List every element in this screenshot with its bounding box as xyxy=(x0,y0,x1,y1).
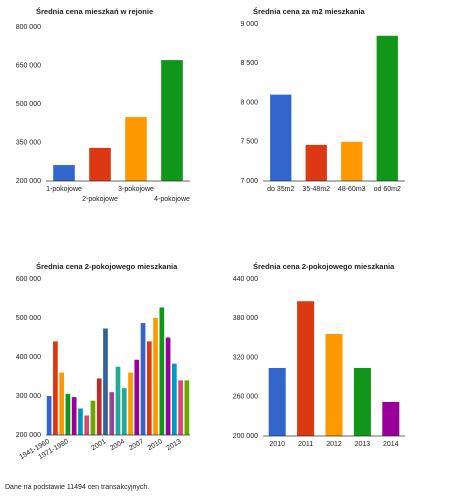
bar xyxy=(159,307,165,435)
bar xyxy=(165,337,171,435)
bar xyxy=(53,341,58,435)
bar xyxy=(178,380,183,435)
bar xyxy=(325,333,343,436)
chart-title: Średnia cena 2-pokojowego mieszkania xyxy=(36,262,178,271)
bar xyxy=(161,60,183,181)
y-tick-label: 9 000 xyxy=(240,21,258,28)
y-tick-label: 8 000 xyxy=(240,99,258,106)
bar xyxy=(353,367,371,436)
x-tick-label: 2007 xyxy=(128,438,145,452)
bar xyxy=(297,301,315,436)
chart-title: Średnia cena mieszkań w rejonie xyxy=(36,7,153,16)
bar xyxy=(153,318,158,435)
bar xyxy=(115,366,121,435)
bar xyxy=(305,144,327,181)
y-tick-label: 650 000 xyxy=(16,62,41,69)
x-tick-label: 2004 xyxy=(109,438,126,452)
bar xyxy=(65,394,71,435)
bar xyxy=(268,367,286,436)
chart-title: Średnia cena za m2 mieszkania xyxy=(253,7,366,16)
bar xyxy=(376,35,398,182)
bar xyxy=(78,408,83,435)
bar xyxy=(90,400,96,435)
bar xyxy=(109,392,115,435)
x-tick-label: 2010 xyxy=(147,438,164,452)
bar xyxy=(382,401,400,436)
bar xyxy=(103,328,108,435)
bar xyxy=(71,397,77,435)
x-tick-label: 2013 xyxy=(166,438,183,452)
y-tick-label: 200 000 xyxy=(16,432,41,439)
x-tick-label: 2011 xyxy=(298,441,313,448)
x-tick-label: do 35m2 xyxy=(267,186,294,193)
y-tick-label: 7 000 xyxy=(240,178,258,185)
y-tick-label: 300 000 xyxy=(16,393,41,400)
bar xyxy=(146,341,152,435)
bar xyxy=(89,147,111,181)
y-tick-label: 7 500 xyxy=(240,139,258,146)
chart-title: Średnia cena 2-pokojowego mieszkania xyxy=(253,262,395,271)
bar xyxy=(172,363,177,435)
x-tick-label: 35-48m2 xyxy=(302,186,330,193)
y-tick-label: 260 000 xyxy=(233,394,258,401)
bar xyxy=(134,359,140,435)
y-tick-label: 600 000 xyxy=(16,276,41,283)
bar xyxy=(46,396,52,435)
x-tick-label: 4-pokojowe xyxy=(154,196,190,203)
bar xyxy=(128,372,133,435)
y-tick-label: 200 000 xyxy=(233,433,258,440)
y-tick-label: 200 000 xyxy=(16,178,41,185)
x-tick-label: 1-pokojowe xyxy=(46,186,82,193)
y-tick-label: 800 000 xyxy=(16,24,41,31)
y-tick-label: 400 000 xyxy=(16,354,41,361)
y-tick-label: 500 000 xyxy=(16,101,41,108)
bar xyxy=(96,378,102,435)
x-tick-label: 2-pokojowe xyxy=(82,196,118,203)
bar xyxy=(121,388,127,435)
y-tick-label: 350 000 xyxy=(16,139,41,146)
x-tick-label: 48-60m3 xyxy=(338,186,366,193)
x-tick-label: 2013 xyxy=(355,441,371,448)
y-tick-label: 320 000 xyxy=(233,354,258,361)
x-tick-label: 2014 xyxy=(383,441,399,448)
x-tick-label: 2010 xyxy=(269,441,285,448)
bar xyxy=(53,165,75,181)
x-tick-label: 2012 xyxy=(326,441,342,448)
bar xyxy=(140,323,146,435)
bar xyxy=(84,415,90,435)
x-tick-label: od 60m2 xyxy=(374,186,401,193)
bar xyxy=(125,117,147,181)
y-tick-label: 380 000 xyxy=(233,315,258,322)
bar xyxy=(270,94,292,181)
y-tick-label: 8 500 xyxy=(240,60,258,67)
bar xyxy=(59,372,64,435)
bar xyxy=(184,380,190,435)
bar xyxy=(341,141,363,181)
y-tick-label: 500 000 xyxy=(16,315,41,322)
x-tick-label: 3-pokojowe xyxy=(118,186,154,193)
x-tick-label: 2001 xyxy=(90,438,107,452)
footer-note: Dane na podstawie 11494 cen transakcyjny… xyxy=(5,484,149,491)
y-tick-label: 440 000 xyxy=(233,276,258,283)
